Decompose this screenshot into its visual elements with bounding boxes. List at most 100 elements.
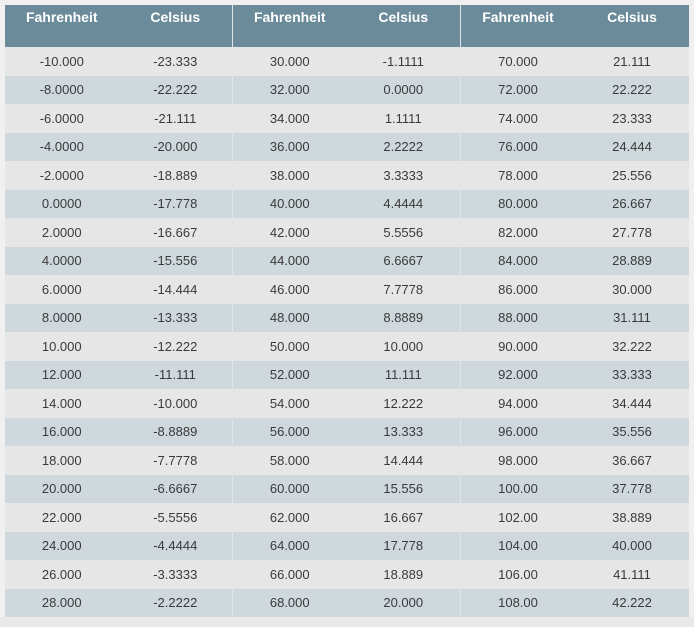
table-row: 108.00 42.222: [461, 588, 689, 617]
fahrenheit-value: 12.000: [41, 367, 82, 383]
table-row: 48.000 8.8889: [233, 303, 460, 332]
table-row: 88.000 31.111: [461, 303, 689, 332]
celsius-value: 20.000: [383, 595, 424, 611]
fahrenheit-value: 40.000: [269, 196, 310, 212]
fahrenheit-value: 70.000: [498, 53, 538, 69]
celsius-value: 1.1111: [384, 110, 422, 126]
table-row: 18.000 -7.7778: [5, 446, 232, 475]
fahrenheit-value: 18.000: [41, 452, 82, 468]
fahrenheit-value: 104.00: [498, 538, 538, 554]
fahrenheit-value: 28.000: [41, 595, 82, 611]
table-row: 40.000 4.4444: [233, 189, 460, 218]
header-celsius: Celsius: [378, 9, 429, 25]
header-celsius: Celsius: [150, 9, 201, 25]
celsius-value: 16.667: [383, 509, 424, 525]
table-row: 2.0000 -16.667: [5, 218, 232, 247]
table-row: 100.00 37.778: [461, 474, 689, 503]
fahrenheit-value: 54.000: [269, 395, 310, 411]
celsius-value: -11.111: [154, 367, 196, 383]
fahrenheit-value: 102.00: [498, 509, 538, 525]
table-row: 0.0000 -17.778: [5, 189, 232, 218]
table-row: 98.000 36.667: [461, 446, 689, 475]
table-row: 46.000 7.7778: [233, 275, 460, 304]
fahrenheit-value: 6.0000: [41, 281, 82, 297]
fahrenheit-value: 38.000: [269, 167, 310, 183]
page-footer-strip: [0, 617, 694, 627]
celsius-value: 12.222: [383, 395, 424, 411]
celsius-value: -3.3333: [153, 566, 198, 582]
fahrenheit-value: 58.000: [269, 452, 310, 468]
table-row: 58.000 14.444: [233, 446, 460, 475]
fahrenheit-value: 56.000: [269, 424, 310, 440]
celsius-value: 40.000: [612, 538, 652, 554]
table-panel-1: Fahrenheit Celsius -10.000 -23.333 -8.0000…: [5, 5, 233, 617]
fahrenheit-value: 86.000: [498, 281, 538, 297]
fahrenheit-value: 0.0000: [41, 196, 82, 212]
celsius-value: 38.889: [612, 509, 652, 525]
fahrenheit-value: 62.000: [269, 509, 310, 525]
table-row: 68.000 20.000: [233, 588, 460, 617]
celsius-value: 28.889: [612, 253, 652, 269]
fahrenheit-value: 78.000: [498, 167, 538, 183]
table-row: 34.000 1.1111: [233, 104, 460, 133]
fahrenheit-value: 84.000: [498, 253, 538, 269]
table-row: 86.000 30.000: [461, 275, 689, 304]
table-row: 22.000 -5.5556: [5, 503, 232, 532]
celsius-value: 8.8889: [383, 310, 424, 326]
celsius-value: 15.556: [383, 481, 424, 497]
fahrenheit-value: 98.000: [498, 452, 538, 468]
celsius-value: 26.667: [612, 196, 652, 212]
table-row: 20.000 -6.6667: [5, 474, 232, 503]
table-row: 10.000 -12.222: [5, 332, 232, 361]
fahrenheit-value: 106.00: [498, 566, 538, 582]
celsius-value: -22.222: [153, 82, 198, 98]
fahrenheit-value: 88.000: [498, 310, 538, 326]
celsius-value: 2.2222: [383, 139, 424, 155]
fahrenheit-value: 48.000: [269, 310, 310, 326]
table-header: Fahrenheit Celsius: [233, 5, 460, 47]
celsius-value: -21.111: [154, 110, 197, 126]
table-panel-3: Fahrenheit Celsius 70.000 21.111 72.000 22.…: [461, 5, 689, 617]
fahrenheit-value: 92.000: [498, 367, 538, 383]
fahrenheit-value: 32.000: [269, 82, 310, 98]
celsius-value: -15.556: [153, 253, 198, 269]
celsius-value: 22.222: [612, 82, 652, 98]
fahrenheit-value: 34.000: [269, 110, 310, 126]
table-row: 104.00 40.000: [461, 531, 689, 560]
fahrenheit-value: 36.000: [269, 139, 310, 155]
fahrenheit-value: -8.0000: [39, 82, 84, 98]
fahrenheit-value: 46.000: [269, 281, 310, 297]
table-row: 66.000 18.889: [233, 560, 460, 589]
table-row: 106.00 41.111: [461, 560, 689, 589]
table-row: 4.0000 -15.556: [5, 246, 232, 275]
table-row: 50.000 10.000: [233, 332, 460, 361]
celsius-value: 0.0000: [383, 82, 424, 98]
celsius-value: -23.333: [153, 53, 198, 69]
table-row: 54.000 12.222: [233, 389, 460, 418]
table-row: 82.000 27.778: [461, 218, 689, 247]
celsius-value: -2.2222: [153, 595, 198, 611]
celsius-value: 21.111: [613, 53, 651, 69]
table-row: 6.0000 -14.444: [5, 275, 232, 304]
fahrenheit-value: 14.000: [41, 395, 82, 411]
table-row: 8.0000 -13.333: [5, 303, 232, 332]
header-fahrenheit: Fahrenheit: [253, 9, 326, 25]
table-row: 92.000 33.333: [461, 360, 689, 389]
fahrenheit-value: 94.000: [498, 395, 538, 411]
fahrenheit-value: 50.000: [269, 338, 310, 354]
table-row: 56.000 13.333: [233, 417, 460, 446]
fahrenheit-value: 30.000: [269, 53, 310, 69]
table-row: 78.000 25.556: [461, 161, 689, 190]
celsius-value: -16.667: [153, 224, 198, 240]
celsius-value: 13.333: [383, 424, 424, 440]
celsius-value: -18.889: [153, 167, 198, 183]
celsius-value: -5.5556: [153, 509, 198, 525]
celsius-value: -14.444: [153, 281, 198, 297]
celsius-value: 10.000: [383, 338, 424, 354]
table-row: 30.000 -1.1111: [233, 47, 460, 76]
table-row: 94.000 34.444: [461, 389, 689, 418]
celsius-value: 42.222: [612, 595, 652, 611]
celsius-value: 25.556: [612, 167, 652, 183]
celsius-value: 4.4444: [383, 196, 424, 212]
fahrenheit-value: 60.000: [269, 481, 310, 497]
